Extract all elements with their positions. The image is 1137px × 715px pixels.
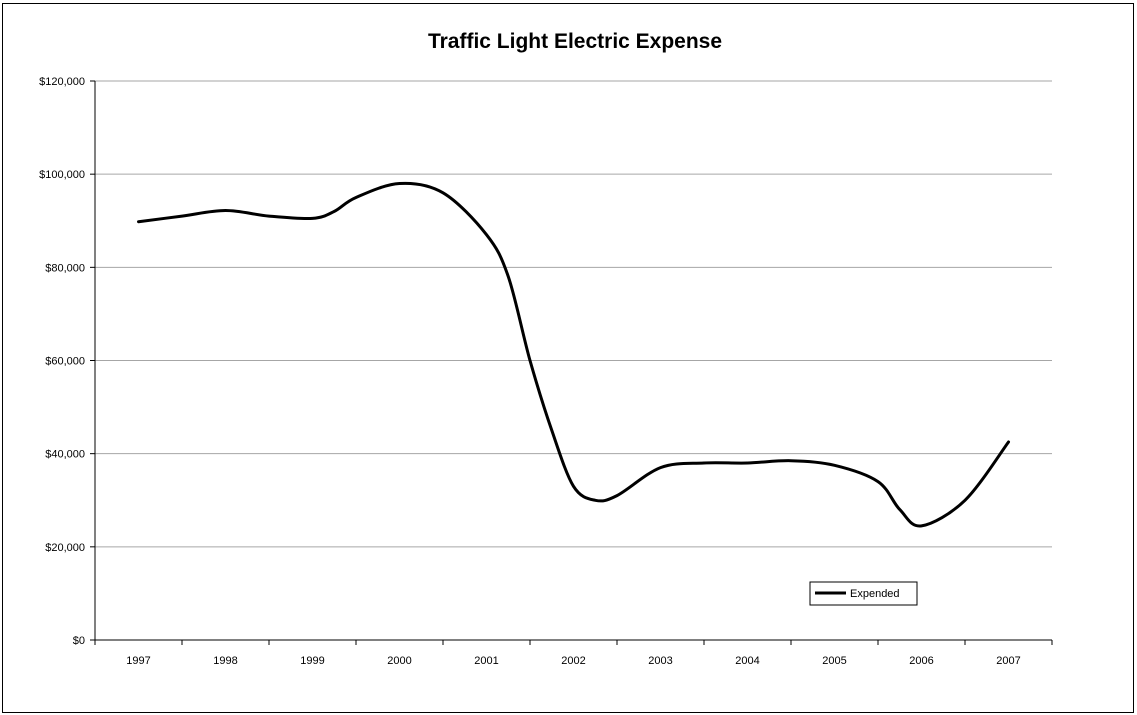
y-tick-label: $80,000: [45, 262, 85, 274]
x-tick-label: 2004: [735, 655, 759, 667]
chart-title: Traffic Light Electric Expense: [427, 30, 723, 53]
x-tick-label: 1997: [126, 655, 150, 667]
x-tick-label: 2003: [648, 655, 672, 667]
x-tick-label: 2007: [996, 655, 1020, 667]
x-tick-label: 2005: [822, 655, 846, 667]
legend-label: Expended: [850, 588, 900, 600]
legend-box: [809, 581, 918, 606]
x-tick-label: 2006: [909, 655, 933, 667]
legend: Expended: [809, 581, 918, 606]
x-tick-label: 2001: [474, 655, 498, 667]
gridlines: [95, 80, 1052, 548]
x-tick-labels: 1997 1998 1999 2000 2001 2002 2003 2004 2005 2006…: [126, 655, 1020, 667]
y-tick-labels: $0 $20,000 $40,000 $60,000 $80,000 $100,000 $1…: [39, 76, 85, 647]
y-tick-label: $120,000: [39, 76, 85, 88]
y-tick-label: $0: [73, 635, 85, 647]
x-tick-label: 2000: [387, 655, 411, 667]
y-tick-label: $40,000: [45, 449, 85, 461]
chart-frame: [2, 3, 1134, 713]
axes: [90, 80, 1053, 645]
x-tick-label: 1999: [300, 655, 324, 667]
x-tick-label: 2002: [561, 655, 585, 667]
x-tick-label: 1998: [213, 655, 237, 667]
y-tick-label: $20,000: [45, 542, 85, 554]
y-tick-label: $100,000: [39, 169, 85, 181]
y-tick-label: $60,000: [45, 356, 85, 368]
series-line-expended: [137, 181, 1010, 528]
